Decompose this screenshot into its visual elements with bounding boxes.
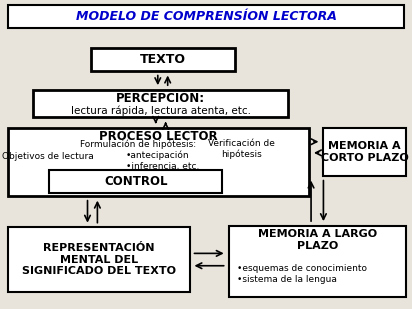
Text: MODELO DE COMPRENSÍON LECTORA: MODELO DE COMPRENSÍON LECTORA: [75, 10, 337, 23]
FancyBboxPatch shape: [8, 5, 404, 28]
Text: CONTROL: CONTROL: [104, 175, 168, 188]
Text: •antecipación
•inferencia, etc.: •antecipación •inferencia, etc.: [126, 151, 199, 171]
FancyBboxPatch shape: [33, 90, 288, 117]
Text: lectura rápida, lectura atenta, etc.: lectura rápida, lectura atenta, etc.: [71, 105, 250, 116]
FancyBboxPatch shape: [49, 170, 222, 193]
Text: PERCEPCIÓN:: PERCEPCIÓN:: [116, 92, 205, 105]
FancyBboxPatch shape: [91, 48, 235, 71]
FancyBboxPatch shape: [8, 227, 190, 292]
FancyBboxPatch shape: [323, 128, 406, 176]
Text: MEMORIA A LARGO
PLAZO: MEMORIA A LARGO PLAZO: [258, 229, 377, 251]
Text: REPRESENTACIÓN
MENTAL DEL
SIGNIFICADO DEL TEXTO: REPRESENTACIÓN MENTAL DEL SIGNIFICADO DE…: [22, 243, 176, 276]
Text: MEMORIA A
CORTO PLAZO: MEMORIA A CORTO PLAZO: [321, 142, 408, 163]
FancyBboxPatch shape: [229, 226, 406, 297]
FancyBboxPatch shape: [8, 128, 309, 196]
Text: Verificación de
hipótesis: Verificación de hipótesis: [208, 139, 274, 159]
Text: Formulación de hipótesis:: Formulación de hipótesis:: [80, 140, 196, 149]
Text: PROCESO LECTOR: PROCESO LECTOR: [99, 130, 218, 143]
Text: TEXTO: TEXTO: [140, 53, 186, 66]
Text: •esquemas de conocimiento
•sistema de la lengua: •esquemas de conocimiento •sistema de la…: [237, 264, 367, 284]
Text: Objetivos de lectura: Objetivos de lectura: [2, 152, 93, 161]
